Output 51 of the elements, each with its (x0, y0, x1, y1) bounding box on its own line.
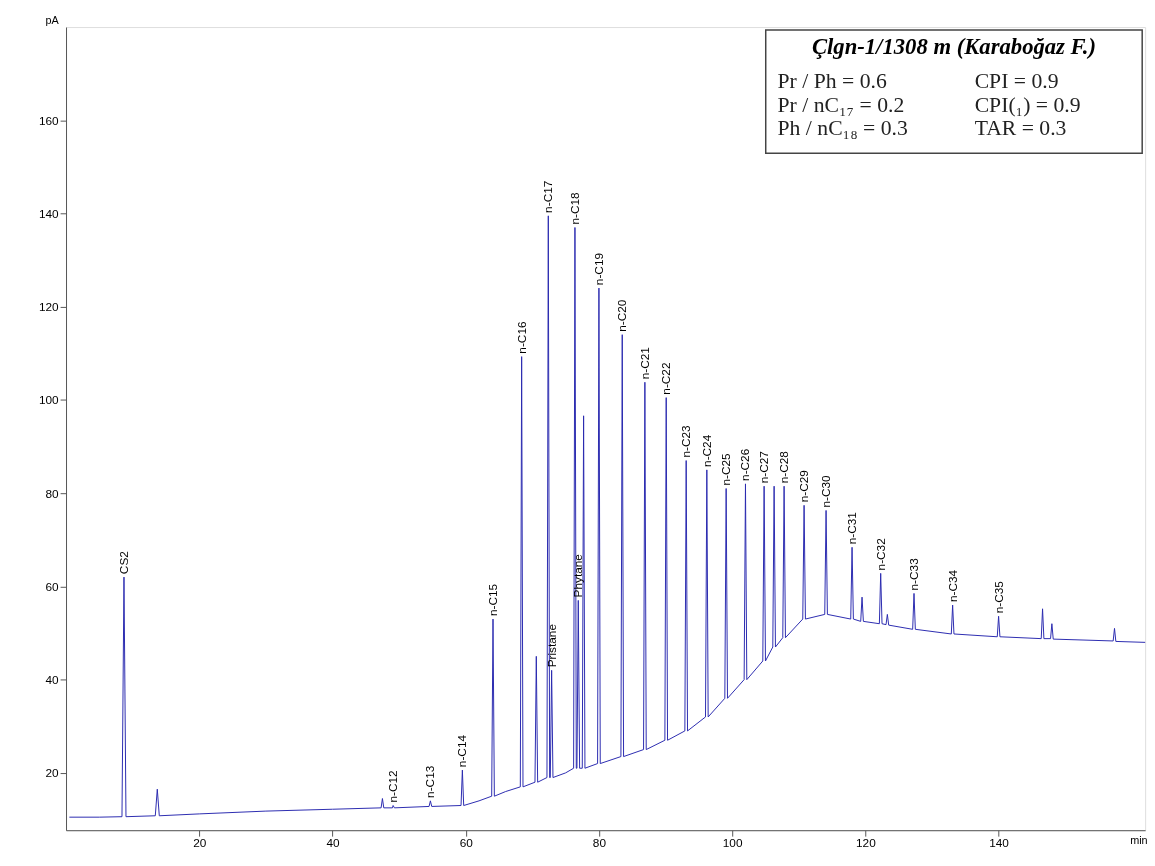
x-tick-label: 60 (459, 836, 474, 851)
y-axis-title: pA (45, 13, 60, 26)
annotation: n-C29 (797, 469, 812, 503)
annotation: Phytane (571, 553, 586, 598)
annotation: Ph / nC₁₈ = 0.3 (777, 116, 908, 141)
chart-title: Çlgn-1/1308 m (Karaboğaz F.) (811, 33, 1097, 59)
annotation: n-C16 (514, 321, 529, 354)
annotation: n-C27 (757, 451, 772, 484)
annotation: n-C24 (699, 434, 714, 467)
x-tick-label: 40 (326, 836, 340, 851)
x-axis-title: min (1130, 833, 1148, 846)
y-tick-label: 160 (38, 113, 60, 128)
annotation: Pr / nC₁₇ = 0.2 (777, 92, 905, 117)
x-tick-label: 20 (193, 836, 207, 851)
x-tick-label: 80 (592, 836, 607, 851)
annotation: n-C19 (591, 252, 606, 286)
annotation: CS2 (116, 551, 131, 575)
annotation: n-C22 (659, 362, 674, 395)
annotation: CPI(₁) = 0.9 (974, 92, 1081, 117)
annotation: n-C23 (679, 425, 694, 458)
annotation: n-C30 (819, 474, 834, 508)
annotation: n-C32 (873, 538, 888, 571)
y-tick-label: 80 (45, 486, 60, 501)
y-tick-label: 100 (38, 393, 60, 408)
annotation: n-C20 (615, 299, 630, 332)
annotation: n-C34 (945, 569, 960, 603)
annotation: n-C15 (485, 583, 500, 617)
y-tick-label: 120 (38, 300, 60, 315)
y-tick-label: 40 (45, 673, 60, 688)
annotation: n-C14 (455, 734, 470, 768)
annotation: TAR = 0.3 (974, 116, 1067, 141)
annotation: n-C25 (719, 452, 734, 486)
annotation: CPI = 0.9 (974, 69, 1059, 94)
annotation: n-C28 (777, 450, 792, 484)
y-tick-label: 20 (45, 766, 60, 781)
y-tick-label: 140 (38, 206, 60, 221)
annotation: Pristane (544, 623, 559, 668)
y-tick-label: 60 (45, 579, 60, 594)
annotation: n-C18 (567, 191, 582, 225)
annotation: n-C21 (637, 347, 652, 380)
annotation: Pr / Ph = 0.6 (777, 69, 887, 94)
annotation: n-C13 (423, 765, 438, 798)
annotation: n-C12 (386, 770, 401, 803)
x-tick-label: 140 (989, 836, 1010, 851)
annotation: n-C35 (991, 580, 1006, 614)
x-tick-label: 120 (856, 836, 877, 851)
annotation: n-C17 (541, 180, 556, 213)
annotation: n-C26 (738, 448, 753, 481)
x-tick-label: 100 (722, 836, 743, 851)
annotation: n-C33 (906, 557, 921, 591)
annotation: n-C31 (844, 512, 859, 545)
